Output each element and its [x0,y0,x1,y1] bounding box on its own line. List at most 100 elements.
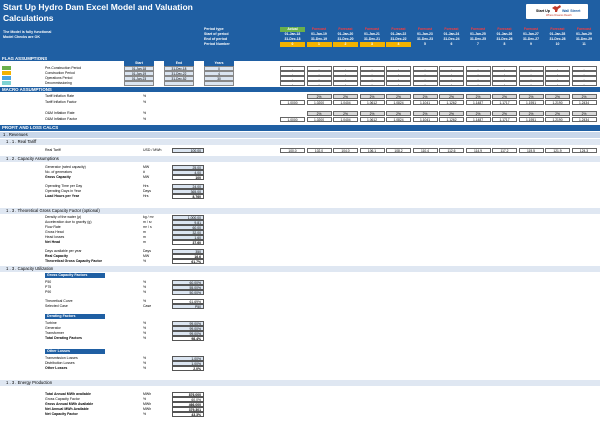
row-value-input[interactable]: 24.00 [172,184,204,189]
period-end-cell: 31-Dec-19 [310,37,328,41]
revenues-header: 1 . Revenues [0,132,600,138]
period-number-cell: 0 [280,42,305,47]
flag-color-swatch [2,71,11,75]
inflation-factor-cell: 1.0000 [280,117,305,122]
row-value-input[interactable]: 32.00 [172,230,204,235]
macro-row-label: Tariff Inflation Rate [45,94,75,98]
row-value-input[interactable]: 4.00 [172,170,204,175]
flag-value-cell: - [518,81,544,86]
inflation-factor-cell: 1.0000 [280,100,305,105]
inflation-rate-cell[interactable]: 2% [386,94,411,99]
inflation-rate-cell[interactable]: 2% [333,94,358,99]
row-value-input[interactable]: 99.00% [172,331,204,336]
row-value-input[interactable]: 60.00 [172,225,204,230]
flag-end-cell[interactable]: 31-Dec-52 [164,76,194,81]
row-value-input[interactable]: P50 [172,304,204,309]
row-label: Real Capacity [45,254,68,258]
inflation-rate-cell[interactable]: 2% [518,94,544,99]
period-number-cell: 2 [333,42,358,47]
macro-row-unit: % [143,111,147,115]
real-tariff-cell: 119.5 [518,148,544,153]
flag-end-cell[interactable]: 31-Dec-18 [164,66,194,71]
row-value-input[interactable]: 55.00% [172,285,204,290]
row-value-input[interactable]: 60.00% [172,280,204,285]
flag-value-cell: - [359,81,385,86]
flag-start-cell[interactable]: 01-Jan-23 [124,76,154,81]
row-value-input[interactable]: 350 [172,249,204,254]
row-label: Net Head [45,240,61,244]
inflation-rate-cell[interactable]: 2% [492,94,517,99]
row-unit: MWh [143,402,152,406]
inflation-rate-cell[interactable]: 2% [545,94,570,99]
inflation-rate-cell[interactable]: 2% [306,94,332,99]
row-value-input[interactable]: 365.00 [172,189,204,194]
row-unit: % [143,331,147,335]
period-start-cell: 01-Jan-22 [390,32,407,36]
row-value-input[interactable]: 50.00% [172,290,204,295]
inflation-factor-cell: 1.1717 [492,100,517,105]
row-unit: % [143,285,147,289]
inflation-factor-cell: 1.1041 [412,100,438,105]
real-tariff-cell: 106.1 [359,148,385,153]
row-value-input[interactable]: 99.00% [172,321,204,326]
flag-value-cell: - [571,81,597,86]
row-value-input: 876,000 [172,392,204,397]
flag-value-cell: - [386,66,411,71]
flag-value-cell: - [280,76,305,81]
row-value-input[interactable]: 99.00% [172,326,204,331]
inflation-rate-cell[interactable]: 2% [306,111,332,116]
period-end-cell: 31-Dec-26 [496,37,513,41]
flag-assumptions-band: FLAG ASSUMPTIONS [0,56,600,61]
inflation-rate-cell[interactable]: 2% [465,111,491,116]
row-unit: Case [143,304,152,308]
period-type-cell: Forecast [576,27,592,31]
row-value-input[interactable]: 1.60 [172,235,204,240]
pl-calcs-band: PROFIT AND LOSS CALCS [0,125,600,131]
period-type-label: Period type [204,27,224,31]
flag-start-cell[interactable]: 01-Jan-18 [124,66,154,71]
bull-icon [552,5,561,12]
row-unit: Hrs [143,184,149,188]
real-tariff-cell: 112.6 [439,148,464,153]
inflation-rate-cell[interactable]: 2% [439,94,464,99]
inflation-rate-cell[interactable]: 2% [571,94,597,99]
inflation-rate-cell[interactable]: 2% [492,111,517,116]
flag-value-cell: - [333,71,358,76]
inflation-rate-cell[interactable]: 2% [545,111,570,116]
inflation-rate-cell[interactable]: 2% [386,111,411,116]
inflation-rate-cell[interactable]: 2% [359,94,385,99]
inflation-rate-cell[interactable]: 2% [359,111,385,116]
row-value-input[interactable]: 1.00% [172,361,204,366]
inflation-rate-cell[interactable]: 2% [571,111,597,116]
inflation-rate-cell[interactable]: 2% [465,94,491,99]
row-value-input[interactable]: 9.81 [172,220,204,225]
real-tariff-cell: 108.2 [386,148,411,153]
flag-end-cell[interactable] [164,81,194,86]
row-unit: % [143,290,147,294]
period-number-cell: 5 [424,42,426,46]
flag-row-label: Construction Period [45,71,75,75]
row-value-input[interactable]: 1,000.00 [172,215,204,220]
period-number-cell: 4 [386,42,411,47]
real-tariff-input[interactable]: 100.00 [172,148,204,153]
row-unit: m [143,235,146,239]
flag-start-cell[interactable] [124,81,154,86]
inflation-rate-cell[interactable]: 2% [333,111,358,116]
inflation-rate-cell[interactable]: 2% [518,111,544,116]
period-number-cell: 1 [306,42,332,47]
flag-start-cell[interactable]: 01-Jan-19 [124,71,154,76]
period-end-cell: 31-Dec-18 [284,37,301,41]
inflation-rate-cell[interactable]: 2% [412,94,438,99]
inflation-rate-cell[interactable]: 2% [439,111,464,116]
inflation-rate-cell[interactable]: 2% [412,111,438,116]
row-label: P90 [45,290,52,294]
flag-end-cell[interactable]: 31-Dec-22 [164,71,194,76]
row-value-input[interactable]: 1.00% [172,356,204,361]
model-functional-note: The Model is fully functional [3,30,52,34]
period-start-cell: 01-Jan-27 [523,32,539,36]
period-start-cell: 01-Jan-28 [549,32,566,36]
inflation-factor-cell: 1.0404 [333,100,358,105]
row-label: No. of generators [45,170,73,174]
row-value-input[interactable]: 25.00 [172,165,204,170]
inflation-factor-cell: 1.1262 [439,117,464,122]
